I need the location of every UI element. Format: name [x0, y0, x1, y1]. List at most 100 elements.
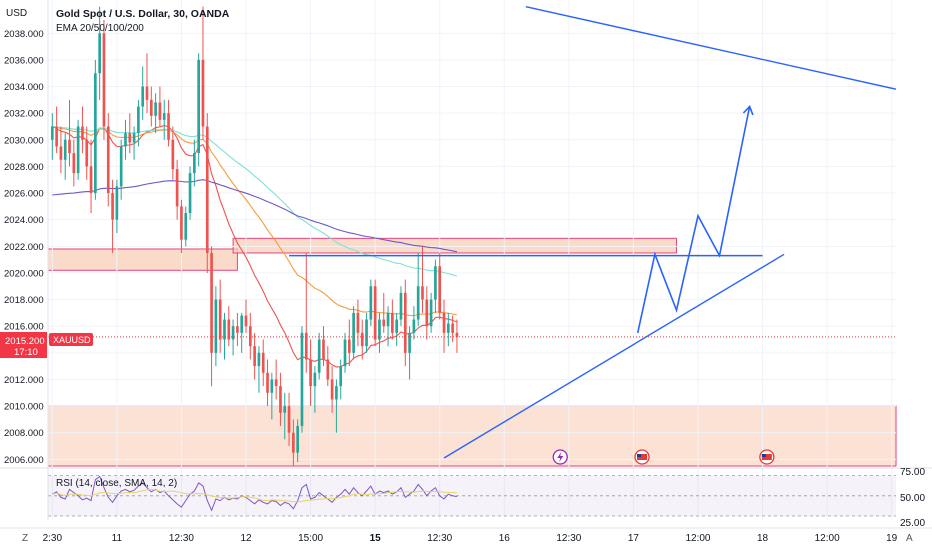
trendline-drawings[interactable]: [48, 5, 897, 459]
candle-body: [365, 319, 368, 347]
candle-body: [408, 332, 411, 353]
candle-body: [201, 59, 205, 127]
price-tick-label: 2022.000: [4, 242, 44, 253]
candle-body: [451, 323, 454, 333]
candle-body: [347, 339, 351, 353]
rsi-sma-line: [52, 488, 457, 503]
flag-icon: [637, 454, 648, 460]
price-tick-label: 2026.000: [4, 189, 44, 200]
candle-body: [50, 126, 54, 140]
candle-body: [244, 315, 248, 327]
candle-body: [111, 193, 114, 220]
time-tick-label: 16: [499, 533, 511, 544]
price-tick-label: 2030.000: [4, 135, 44, 146]
ema-indicator-label[interactable]: EMA 20/50/100/200: [56, 23, 144, 34]
symbol-badge: XAUUSD: [53, 335, 91, 345]
candle-body: [304, 332, 308, 360]
candle-body: [76, 126, 80, 174]
candle-body: [162, 113, 166, 120]
rsi-level-50: 50.00: [900, 493, 925, 504]
time-axis[interactable]: 2:30 11 12:30 12 15:00 15 12:30 16 12:30 17 12:00 1…: [0, 527, 932, 544]
candle-body: [98, 33, 101, 74]
current-price-value: 2015.200: [5, 336, 45, 347]
rsi-line: [52, 475, 457, 512]
price-tick-label: 2038.000: [4, 29, 44, 40]
candle-body: [68, 139, 71, 154]
ema-line: [52, 125, 458, 277]
price-tick-label: 2016.000: [4, 322, 44, 333]
candle-body: [412, 319, 416, 333]
candle-body: [214, 299, 218, 353]
time-tick-label: 2:30: [43, 533, 63, 544]
zone-rect: [47, 248, 238, 271]
price-tick-label: 2032.000: [4, 109, 44, 120]
lightning-icon: [557, 452, 564, 462]
rsi-level-75: 75.00: [900, 467, 925, 478]
candle-body: [317, 339, 321, 373]
time-tick-label: 11: [112, 533, 123, 544]
candle-body: [102, 33, 106, 127]
down-trendline: [525, 5, 897, 90]
candle-body: [145, 86, 149, 100]
ema-line: [52, 179, 458, 253]
ema-lines: [52, 125, 458, 368]
supply-demand-zones: [47, 237, 897, 467]
candle-body: [210, 252, 213, 353]
zone-rect: [47, 405, 897, 467]
candle-body: [421, 286, 424, 300]
event-icons[interactable]: [552, 449, 775, 465]
candle-body: [296, 426, 299, 453]
candle-body: [352, 312, 355, 353]
candle-body: [369, 286, 373, 320]
candle-body: [197, 59, 200, 154]
candle-body: [171, 139, 175, 170]
candle-body: [63, 139, 67, 160]
candle-body: [378, 319, 381, 340]
candle-body: [403, 292, 407, 353]
candle-body: [266, 372, 269, 393]
currency-label: USD: [6, 8, 27, 19]
price-axis[interactable]: 2038.000 2036.000 2034.000 2032.000 2030.000…: [4, 0, 49, 520]
candle-body: [326, 359, 330, 380]
candle-body: [89, 166, 93, 194]
candle-body: [343, 339, 347, 367]
price-tick-label: 2012.000: [4, 375, 44, 386]
candle-body: [81, 126, 84, 140]
candle-body: [132, 133, 136, 143]
candle-body: [119, 146, 123, 187]
time-tick-label: 12:30: [556, 533, 581, 544]
candle-body: [149, 99, 153, 116]
auto-scale-icon[interactable]: A: [906, 533, 913, 544]
candle-body: [193, 153, 196, 174]
candle-body: [223, 319, 226, 340]
candle-body: [231, 326, 235, 340]
candle-body: [72, 153, 76, 174]
candle-body: [85, 139, 89, 167]
price-tick-label: 2018.000: [4, 295, 44, 306]
rsi-panel: [0, 467, 932, 517]
candle-body: [205, 126, 209, 253]
rsi-title[interactable]: RSI (14, close, SMA, 14, 2): [56, 478, 177, 489]
candle-body: [261, 352, 265, 373]
candle-body: [309, 359, 312, 387]
time-tick-label: 12:30: [169, 533, 194, 544]
time-tick-label: 12:00: [815, 533, 840, 544]
candle-body: [115, 186, 119, 220]
candle-body: [446, 323, 450, 333]
candle-body: [356, 312, 360, 333]
candle-body: [442, 312, 446, 333]
candle-body: [438, 266, 442, 313]
candle-body: [106, 126, 110, 194]
candles: [50, 6, 459, 466]
candle-body: [391, 312, 394, 333]
time-tick-label: 12:30: [427, 533, 452, 544]
candle-body: [240, 315, 244, 333]
candle-body: [287, 406, 291, 433]
time-tick-label: 17: [628, 533, 640, 544]
candle-body: [253, 346, 256, 367]
zone-rect: [232, 237, 677, 254]
ema-line: [52, 125, 458, 368]
timezone-icon[interactable]: Z: [22, 533, 28, 544]
projection-arrowhead: [742, 105, 754, 116]
